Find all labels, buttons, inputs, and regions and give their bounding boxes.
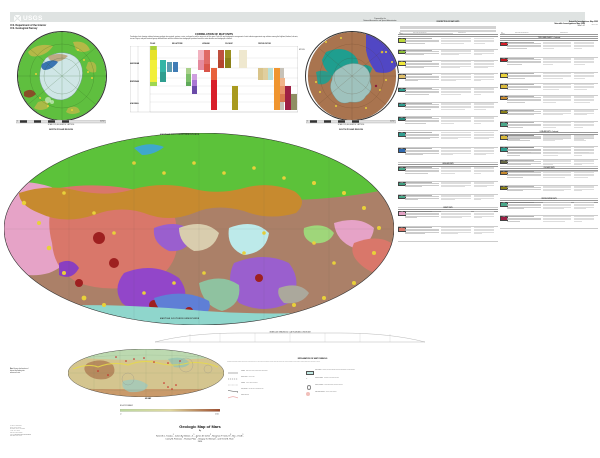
svg-text:21 km: 21 km [215, 414, 220, 416]
svg-text:HESPERIAN: HESPERIAN [130, 80, 140, 83]
svg-text:500 KM: 500 KM [100, 121, 104, 123]
svg-text:NOACHIAN: NOACHIAN [130, 102, 139, 105]
svg-text:AMAZONIAN: AMAZONIAN [130, 62, 140, 65]
svg-text:500 KM: 500 KM [390, 121, 394, 123]
svg-text:-8: -8 [120, 414, 121, 416]
svg-text:GRATICULE SPACING 30°, LATITUD: GRATICULE SPACING 30°, LATITUDE AND LONG… [269, 331, 310, 334]
